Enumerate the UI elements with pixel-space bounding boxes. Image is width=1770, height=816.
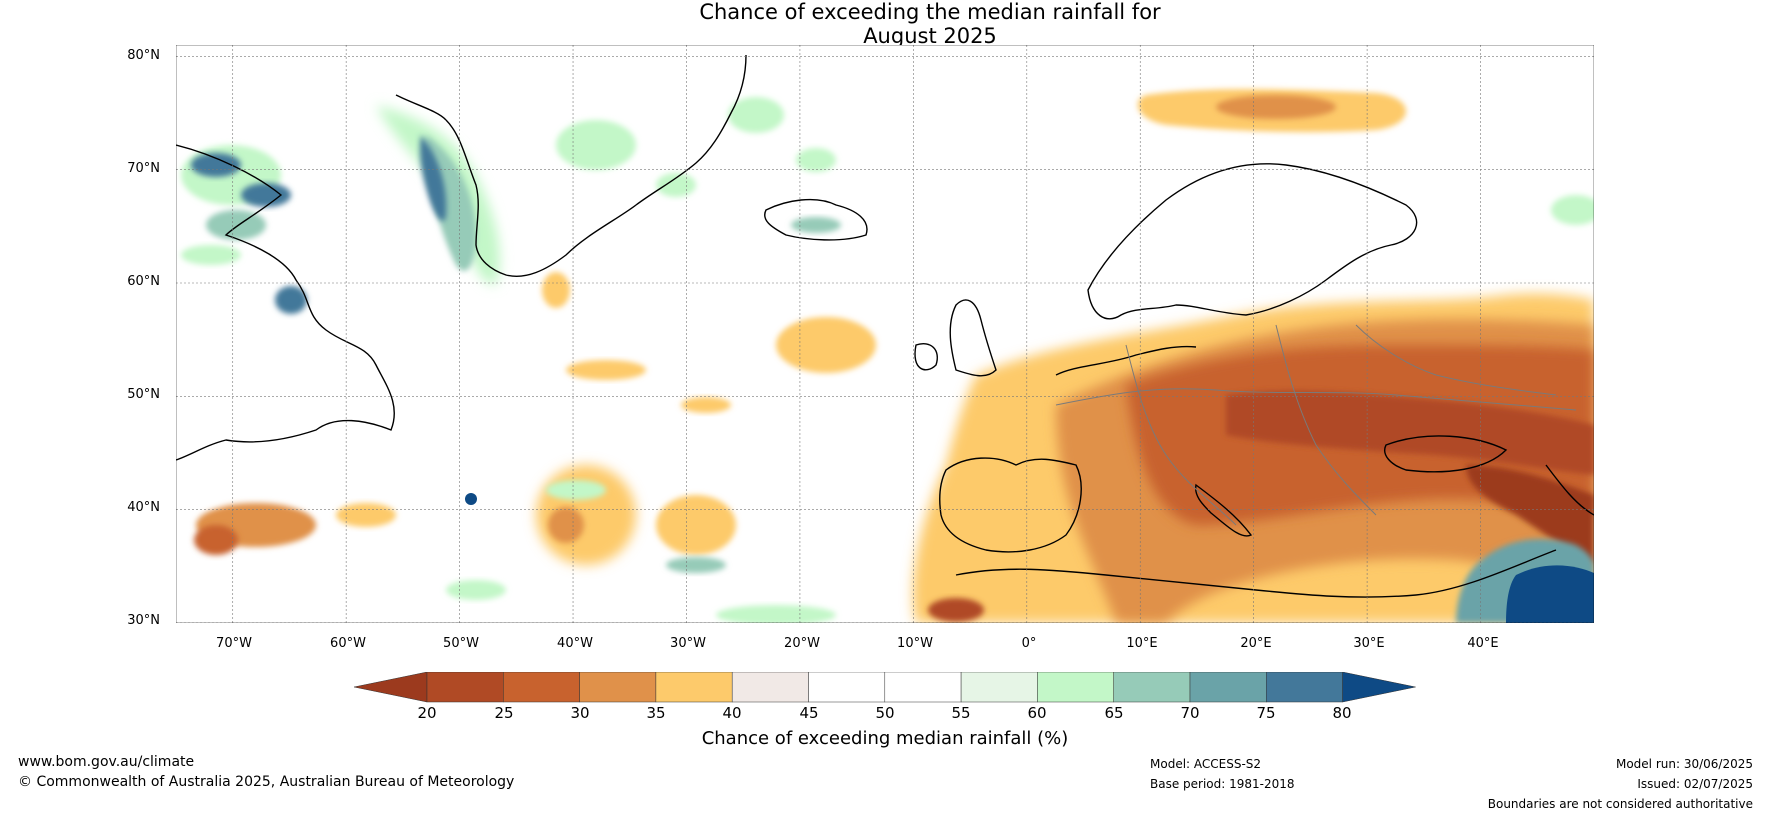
colorbar-tick-label: 75 xyxy=(1256,704,1276,722)
lon-label-70w: 70°W xyxy=(216,636,252,651)
title-line-2: August 2025 xyxy=(863,24,997,48)
border-line xyxy=(1355,324,1557,396)
colorbar-segment xyxy=(426,672,504,703)
black-sea-coast xyxy=(1384,435,1508,473)
lon-label-40e: 40°E xyxy=(1467,636,1499,651)
lon-label-10w: 10°W xyxy=(897,636,933,651)
colorbar-tick-label: 65 xyxy=(1104,704,1124,722)
colorbar-title: Chance of exceeding median rainfall (%) xyxy=(701,728,1069,749)
colorbar-tick-label: 55 xyxy=(951,704,971,722)
ireland-coast xyxy=(914,343,938,371)
model-run-date: Model run: 30/06/2025 xyxy=(1615,757,1753,771)
caspian-coast xyxy=(1545,464,1594,516)
colorbar-segments xyxy=(353,672,1416,703)
colorbar-tick-label: 30 xyxy=(570,704,590,722)
colorbar-tick-label: 80 xyxy=(1332,704,1352,722)
colorbar-segment xyxy=(731,672,809,703)
coastlines xyxy=(176,54,1594,598)
lon-label-30e: 30°E xyxy=(1353,636,1385,651)
north-africa-coast xyxy=(955,549,1557,598)
colorbar-segment xyxy=(503,672,580,703)
model-name: Model: ACCESS-S2 xyxy=(1150,757,1262,771)
rainfall-probability-map xyxy=(176,45,1594,623)
boundaries-disclaimer: Boundaries are not considered authoritat… xyxy=(1487,797,1753,811)
colorbar-tick-label: 50 xyxy=(875,704,895,722)
colorbar-segment xyxy=(1189,672,1267,703)
lat-label-40n: 40°N xyxy=(127,500,160,515)
lon-label-40w: 40°W xyxy=(557,636,593,651)
colorbar-extend-high xyxy=(1342,672,1416,703)
border-line xyxy=(1125,344,1237,526)
colorbar-segment xyxy=(579,672,657,703)
lat-label-30n: 30°N xyxy=(127,613,160,628)
lon-label-50w: 50°W xyxy=(443,636,479,651)
copyright-text: © Commonwealth of Australia 2025, Austra… xyxy=(18,774,515,790)
colorbar-tick-label: 40 xyxy=(722,704,742,722)
country-borders xyxy=(1055,324,1577,526)
map-gridlines xyxy=(176,45,1594,623)
lat-label-60n: 60°N xyxy=(127,274,160,289)
colorbar-segment xyxy=(1037,672,1114,703)
lon-label-60w: 60°W xyxy=(330,636,366,651)
colorbar-segment xyxy=(808,672,886,703)
lat-label-50n: 50°N xyxy=(127,387,160,402)
colorbar-tick-label: 35 xyxy=(646,704,666,722)
lat-label-80n: 80°N xyxy=(127,48,160,63)
title-line-1: Chance of exceeding the median rainfall … xyxy=(699,0,1161,24)
lon-label-10e: 10°E xyxy=(1126,636,1158,651)
colorbar-segment xyxy=(1113,672,1191,703)
great-britain-coast xyxy=(949,299,997,377)
iceland-coast xyxy=(764,198,868,241)
colorbar-tick-label: 20 xyxy=(417,704,437,722)
chart-title: Chance of exceeding the median rainfall … xyxy=(0,0,1770,48)
italy-coast xyxy=(1194,483,1253,537)
northwest-europe-coast xyxy=(1055,345,1197,376)
lon-label-20e: 20°E xyxy=(1240,636,1272,651)
colorbar-segment xyxy=(884,672,962,703)
lat-label-70n: 70°N xyxy=(127,161,160,176)
colorbar-segment xyxy=(1266,672,1343,703)
greenland-north-coast xyxy=(395,94,447,121)
colorbar-tick-label: 45 xyxy=(799,704,819,722)
website-link[interactable]: www.bom.gov.au/climate xyxy=(18,754,195,770)
lon-label-30w: 30°W xyxy=(670,636,706,651)
colorbar-tick-label: 25 xyxy=(494,704,514,722)
colorbar-segment xyxy=(960,672,1038,703)
issued-date: Issued: 02/07/2025 xyxy=(1637,777,1753,791)
border-line xyxy=(1275,324,1377,516)
lon-label-20w: 20°W xyxy=(784,636,820,651)
colorbar-segment xyxy=(655,672,733,703)
base-period: Base period: 1981-2018 xyxy=(1150,777,1295,791)
north-america-coast xyxy=(176,144,395,461)
colorbar xyxy=(353,672,1416,703)
iberia-coast xyxy=(939,457,1082,553)
colorbar-tick-label: 70 xyxy=(1180,704,1200,722)
colorbar-extend-low xyxy=(353,672,428,703)
colorbar-tick-label: 60 xyxy=(1027,704,1047,722)
lon-label-0: 0° xyxy=(1021,636,1037,651)
scandinavia-coast xyxy=(1087,163,1418,320)
border-line xyxy=(1055,388,1577,411)
greenland-coast xyxy=(445,54,747,277)
